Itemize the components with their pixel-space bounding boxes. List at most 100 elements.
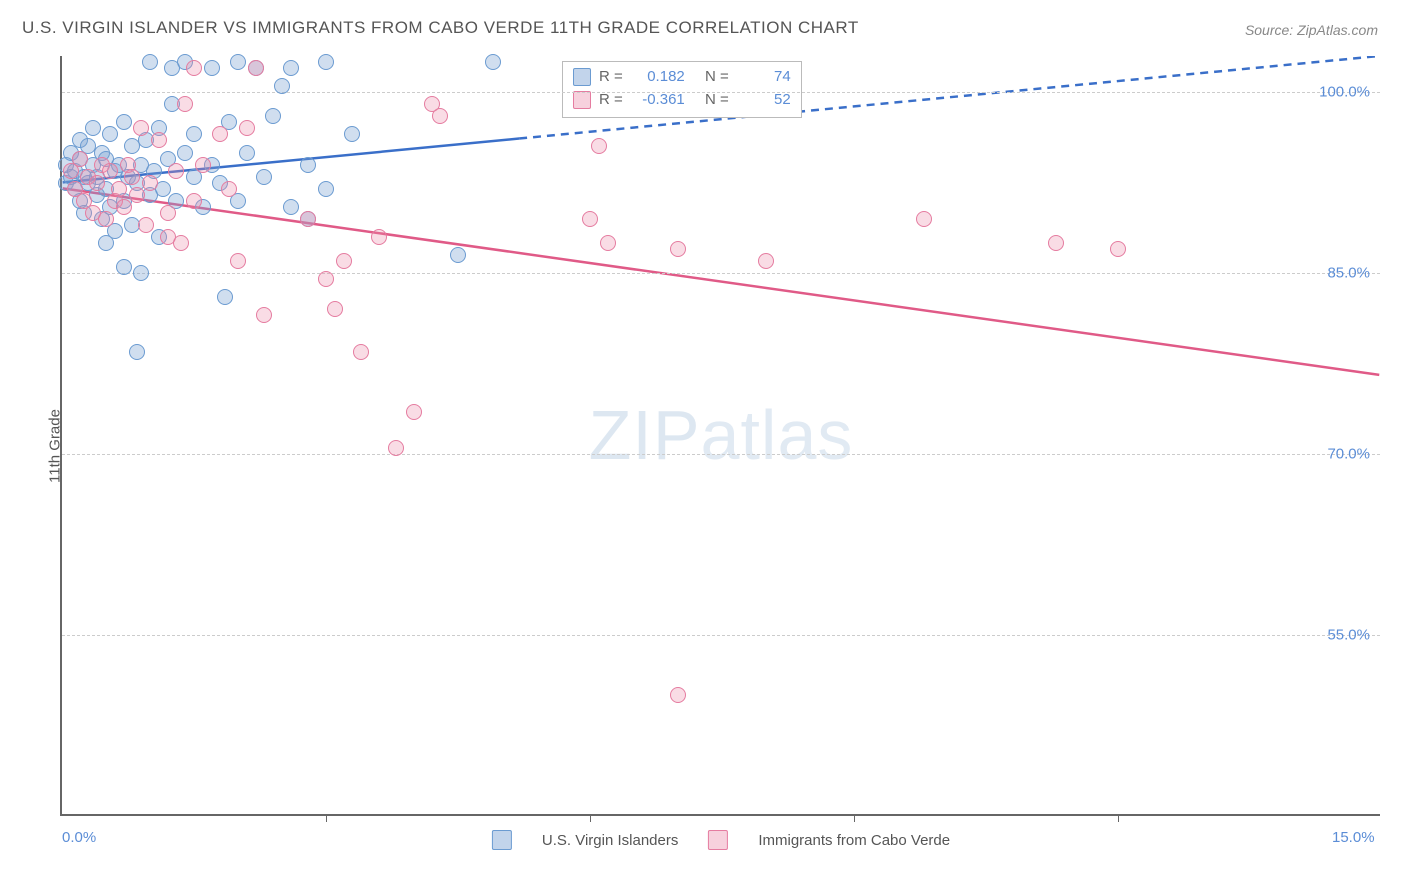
scatter-point <box>344 126 360 142</box>
scatter-point <box>212 126 228 142</box>
ytick-label: 70.0% <box>1327 446 1370 463</box>
xtick-mark <box>590 814 591 822</box>
watermark: ZIPatlas <box>589 395 854 475</box>
scatter-point <box>230 54 246 70</box>
gridline <box>62 454 1380 455</box>
scatter-point <box>186 193 202 209</box>
scatter-point <box>89 175 105 191</box>
legend: U.S. Virgin Islanders Immigrants from Ca… <box>492 830 950 850</box>
scatter-point <box>432 108 448 124</box>
scatter-point <box>582 211 598 227</box>
scatter-point <box>388 440 404 456</box>
scatter-point <box>318 54 334 70</box>
scatter-point <box>217 289 233 305</box>
scatter-point <box>600 235 616 251</box>
scatter-point <box>138 217 154 233</box>
scatter-point <box>116 199 132 215</box>
legend-label-a: U.S. Virgin Islanders <box>542 832 678 849</box>
xtick-mark <box>1118 814 1119 822</box>
scatter-point <box>133 120 149 136</box>
scatter-point <box>177 145 193 161</box>
scatter-point <box>1110 241 1126 257</box>
trend-line-solid <box>63 188 1380 374</box>
legend-label-b: Immigrants from Cabo Verde <box>758 832 950 849</box>
scatter-point <box>758 253 774 269</box>
scatter-point <box>186 126 202 142</box>
scatter-point <box>72 151 88 167</box>
scatter-point <box>318 181 334 197</box>
scatter-point <box>195 157 211 173</box>
scatter-point <box>124 169 140 185</box>
stats-row: R = 0.182 N = 74 <box>573 66 791 89</box>
scatter-point <box>353 344 369 360</box>
series-b-swatch <box>573 91 591 109</box>
xtick-label: 15.0% <box>1332 829 1375 846</box>
scatter-point <box>256 307 272 323</box>
scatter-point <box>177 96 193 112</box>
scatter-point <box>221 181 237 197</box>
scatter-point <box>168 163 184 179</box>
scatter-point <box>670 687 686 703</box>
scatter-point <box>256 169 272 185</box>
scatter-point <box>133 265 149 281</box>
scatter-point <box>406 404 422 420</box>
scatter-point <box>239 145 255 161</box>
ytick-label: 85.0% <box>1327 265 1370 282</box>
scatter-point <box>283 60 299 76</box>
scatter-point <box>98 211 114 227</box>
scatter-point <box>85 120 101 136</box>
ytick-label: 100.0% <box>1319 84 1370 101</box>
scatter-point <box>283 199 299 215</box>
plot-area: ZIPatlas R = 0.182 N = 74 R = -0.361 N =… <box>60 56 1380 816</box>
scatter-point <box>186 60 202 76</box>
scatter-point <box>670 241 686 257</box>
scatter-point <box>102 126 118 142</box>
n-value: 74 <box>737 66 791 89</box>
scatter-point <box>336 253 352 269</box>
scatter-point <box>327 301 343 317</box>
source-attribution: Source: ZipAtlas.com <box>1245 22 1378 38</box>
scatter-point <box>129 187 145 203</box>
xtick-mark <box>326 814 327 822</box>
scatter-point <box>164 60 180 76</box>
r-value: 0.182 <box>631 66 685 89</box>
xtick-label: 0.0% <box>62 829 96 846</box>
scatter-point <box>239 120 255 136</box>
scatter-point <box>204 60 220 76</box>
ytick-label: 55.0% <box>1327 627 1370 644</box>
chart-title: U.S. VIRGIN ISLANDER VS IMMIGRANTS FROM … <box>22 18 859 38</box>
r-label: R = <box>599 66 623 89</box>
scatter-point <box>265 108 281 124</box>
scatter-point <box>591 138 607 154</box>
scatter-point <box>142 175 158 191</box>
gridline <box>62 92 1380 93</box>
scatter-point <box>173 235 189 251</box>
scatter-point <box>129 344 145 360</box>
scatter-point <box>111 181 127 197</box>
scatter-point <box>248 60 264 76</box>
scatter-point <box>274 78 290 94</box>
scatter-point <box>300 211 316 227</box>
stats-box: R = 0.182 N = 74 R = -0.361 N = 52 <box>562 61 802 118</box>
scatter-point <box>1048 235 1064 251</box>
scatter-point <box>450 247 466 263</box>
series-a-swatch <box>573 68 591 86</box>
scatter-point <box>116 114 132 130</box>
scatter-point <box>371 229 387 245</box>
scatter-point <box>318 271 334 287</box>
scatter-point <box>916 211 932 227</box>
scatter-point <box>116 259 132 275</box>
gridline <box>62 635 1380 636</box>
gridline <box>62 273 1380 274</box>
scatter-point <box>300 157 316 173</box>
xtick-mark <box>854 814 855 822</box>
scatter-point <box>230 253 246 269</box>
scatter-point <box>142 54 158 70</box>
scatter-point <box>151 132 167 148</box>
scatter-point <box>102 163 118 179</box>
legend-swatch-a <box>492 830 512 850</box>
n-label: N = <box>705 66 729 89</box>
legend-swatch-b <box>708 830 728 850</box>
scatter-point <box>485 54 501 70</box>
scatter-point <box>160 205 176 221</box>
